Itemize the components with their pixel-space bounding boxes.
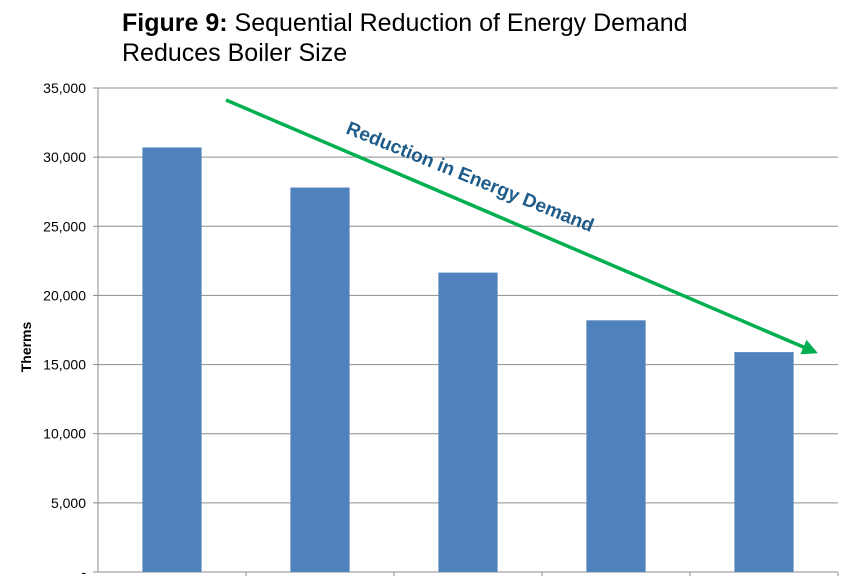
y-tick-labels: - 5,000 10,000 15,000 20,000 25,000 30,000 35,0…: [43, 80, 86, 576]
y-tick-label: 5,000: [51, 495, 86, 511]
chart-title-line2: Reduces Boiler Size: [122, 39, 348, 67]
bar: [586, 320, 646, 572]
annotation-text: Reduction in Energy Demand: [343, 118, 597, 237]
chart-title-bold: Figure 9:: [122, 9, 228, 37]
bar: [142, 147, 202, 572]
y-tick-label: 35,000: [43, 80, 86, 96]
bar: [734, 352, 794, 572]
y-tick-label: 15,000: [43, 357, 86, 373]
axes: [93, 87, 839, 576]
y-tick-label: 10,000: [43, 426, 86, 442]
y-tick-label: 25,000: [43, 218, 86, 234]
reduction-arrow: [225, 98, 818, 355]
chart-title-line1: Sequential Reduction of Energy Demand: [227, 9, 688, 37]
bar: [438, 272, 498, 572]
y-axis-label: Therms: [18, 322, 34, 373]
y-tick-label: 20,000: [43, 287, 86, 303]
bar: [290, 187, 350, 572]
bars: [142, 147, 794, 572]
y-tick-label: -: [81, 564, 86, 576]
y-tick-label: 30,000: [43, 149, 86, 165]
chart-title: Figure 9: Sequential Reduction of Energy…: [122, 8, 842, 68]
